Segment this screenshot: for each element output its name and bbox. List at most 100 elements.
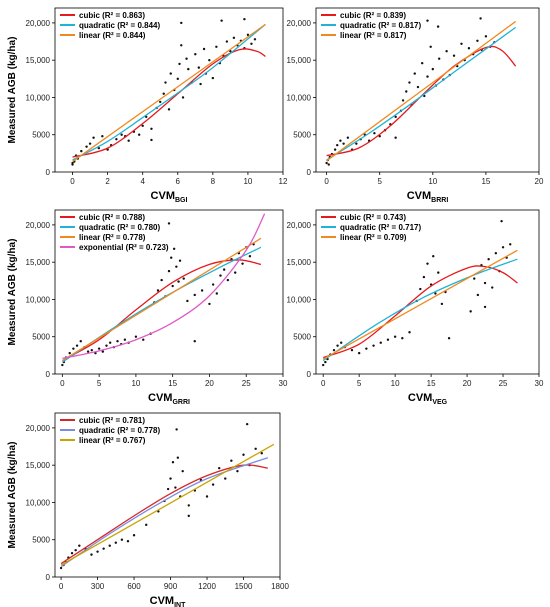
y-tick-label: 15,000 xyxy=(26,258,51,267)
y-tick-label: 0 xyxy=(46,168,51,177)
data-point xyxy=(225,40,229,43)
data-point xyxy=(469,310,472,313)
data-point xyxy=(170,256,173,259)
data-point xyxy=(172,247,176,250)
y-tick-label: 0 xyxy=(46,573,51,582)
data-point xyxy=(434,292,437,295)
data-point xyxy=(70,551,74,555)
fit-curve xyxy=(322,265,518,359)
x-tick-label: 5 xyxy=(357,379,362,388)
data-point xyxy=(437,57,441,60)
data-point xyxy=(452,54,456,57)
data-point xyxy=(142,338,145,341)
y-tick-label: 10,000 xyxy=(26,295,51,304)
data-point xyxy=(426,75,429,78)
y-axis-label: Measured AGB (kg/ha) xyxy=(7,37,18,144)
data-point xyxy=(440,302,444,306)
x-tick-label: 5 xyxy=(97,379,102,388)
y-tick-label: 10,000 xyxy=(26,93,51,102)
fit-curve xyxy=(72,23,266,161)
data-point xyxy=(394,136,397,139)
panel-1: 0 5000 10,000 15,000 20,000 0 2 4 6 8 10 12 CVMBGI Me… xyxy=(7,7,288,204)
data-point xyxy=(405,90,408,93)
x-axis-label: CVMINT xyxy=(150,595,186,607)
data-point xyxy=(166,487,170,491)
fit-curve xyxy=(322,258,518,362)
x-tick-label: 0 xyxy=(60,379,65,388)
data-point xyxy=(171,284,174,288)
data-point xyxy=(254,447,257,450)
legend-label: quadratic (R² = 0.817) xyxy=(340,21,421,30)
x-tick-label: 25 xyxy=(242,379,251,388)
data-point xyxy=(187,67,190,71)
x-tick-label: 0 xyxy=(321,379,326,388)
x-tick-label: 20 xyxy=(205,379,214,388)
data-point xyxy=(202,47,206,51)
data-point xyxy=(75,344,79,347)
data-point xyxy=(90,553,93,556)
x-tick-label: 20 xyxy=(463,379,472,388)
data-point xyxy=(78,544,81,547)
plot-frame xyxy=(54,412,281,578)
data-point xyxy=(185,57,188,60)
data-point xyxy=(120,538,124,541)
data-point xyxy=(408,331,411,334)
data-point xyxy=(386,338,390,341)
data-point xyxy=(85,145,88,148)
y-tick-label: 5000 xyxy=(32,536,50,545)
fit-curve xyxy=(60,457,269,568)
data-point xyxy=(476,293,480,297)
data-point xyxy=(145,523,148,527)
data-point xyxy=(197,66,201,69)
data-point xyxy=(355,142,358,145)
fit-curve xyxy=(322,249,518,360)
data-point xyxy=(484,35,488,38)
data-point xyxy=(373,132,376,135)
fit-curve xyxy=(72,23,266,163)
data-point xyxy=(491,286,494,289)
data-point xyxy=(230,459,233,462)
y-tick-label: 10,000 xyxy=(287,295,312,304)
x-tick-label: 30 xyxy=(279,379,288,388)
data-point xyxy=(327,163,330,166)
x-tick-label: 1500 xyxy=(235,582,253,591)
data-point xyxy=(126,540,130,543)
y-tick-label: 15,000 xyxy=(26,56,51,65)
data-point xyxy=(467,47,471,50)
panel-4: 0 5000 10,000 15,000 20,000 0 5 10 15 20 25 30 CVMVE… xyxy=(287,209,544,406)
data-point xyxy=(181,96,185,99)
data-point xyxy=(74,548,77,552)
data-point xyxy=(132,534,136,537)
data-point xyxy=(123,338,127,341)
legend-label: cubic (R² = 0.743) xyxy=(340,213,406,222)
data-point xyxy=(432,255,435,258)
data-point xyxy=(68,351,71,355)
x-axis-label: CVMGRRI xyxy=(148,392,190,406)
legend-label: quadratic (R² = 0.717) xyxy=(340,223,421,232)
y-tick-label: 15,000 xyxy=(287,56,312,65)
data-point xyxy=(115,138,118,141)
x-tick-label: 1200 xyxy=(198,582,216,591)
panel-5: 0 5000 10,000 15,000 20,000 0 300 600 900 1200 150… xyxy=(7,412,289,607)
data-point xyxy=(177,280,180,283)
data-point xyxy=(127,139,130,142)
data-point xyxy=(494,252,498,255)
data-point xyxy=(333,148,337,151)
data-point xyxy=(193,293,196,297)
data-point xyxy=(242,453,245,456)
data-point xyxy=(169,72,172,75)
data-point xyxy=(420,61,424,65)
legend-label: linear (R² = 0.767) xyxy=(79,436,146,445)
fit-curve xyxy=(72,48,266,158)
data-point xyxy=(447,337,451,340)
data-point xyxy=(175,428,178,431)
data-point xyxy=(365,347,368,350)
data-point xyxy=(167,108,171,111)
y-tick-label: 0 xyxy=(307,370,312,379)
data-point xyxy=(394,115,397,119)
data-point xyxy=(180,21,183,25)
data-point xyxy=(79,340,82,343)
data-point xyxy=(194,53,197,56)
data-point xyxy=(141,124,144,127)
data-point xyxy=(178,259,182,262)
